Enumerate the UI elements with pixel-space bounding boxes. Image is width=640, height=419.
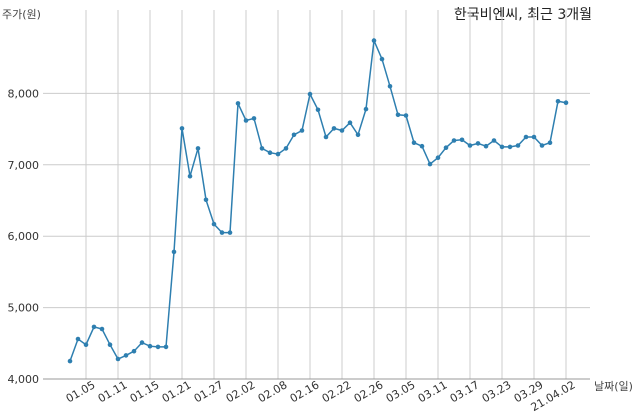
data-point	[411, 140, 417, 145]
data-point	[171, 249, 177, 255]
data-point	[451, 138, 457, 143]
data-point	[467, 143, 473, 148]
data-point	[323, 134, 329, 140]
data-point	[395, 112, 401, 118]
x-tick-label: 01.27	[192, 378, 226, 405]
x-tick-label: 03.23	[480, 378, 514, 405]
data-point	[163, 344, 169, 350]
x-tick-labels: 01.0501.1101.1501.2101.2702.0202.0802.16…	[64, 378, 578, 414]
data-point	[515, 143, 521, 148]
data-point	[267, 150, 273, 155]
data-point	[507, 144, 513, 150]
x-axis-label: 날짜(일)	[594, 380, 633, 393]
x-tick-label: 02.26	[352, 378, 386, 405]
data-point	[107, 342, 113, 348]
data-point	[227, 230, 233, 235]
x-tick-label: 02.16	[288, 378, 322, 405]
data-point	[283, 146, 289, 151]
x-tick-label: 02.08	[256, 378, 290, 405]
data-point	[539, 143, 545, 148]
y-tick-labels: 4,000 5,000 6,000 7,000 8,000	[8, 87, 40, 386]
data-point	[211, 221, 217, 227]
data-point	[83, 342, 89, 348]
x-tick-label: 01.05	[64, 378, 98, 405]
x-tick-label: 03.11	[416, 378, 450, 405]
data-point	[443, 145, 449, 150]
data-point	[379, 56, 385, 62]
x-tick-label: 03.17	[448, 378, 482, 405]
data-point	[123, 353, 129, 358]
y-tick-label: 7,000	[8, 159, 40, 172]
data-point	[131, 348, 137, 354]
data-point	[219, 230, 225, 235]
data-point	[563, 100, 569, 105]
data-point	[243, 118, 249, 123]
data-point	[75, 336, 81, 342]
data-point	[403, 113, 409, 118]
x-tick-label: 01.15	[128, 378, 162, 405]
data-point	[531, 134, 537, 140]
data-point	[99, 326, 105, 332]
data-point	[491, 138, 497, 143]
data-point	[355, 132, 361, 138]
data-point	[523, 134, 529, 140]
data-point	[91, 324, 97, 330]
data-point	[387, 84, 393, 89]
data-point	[459, 137, 465, 143]
y-axis-label: 주가(원)	[2, 8, 41, 21]
data-point	[203, 197, 209, 203]
data-point	[427, 161, 433, 167]
y-tick-label: 6,000	[8, 230, 40, 243]
data-point	[483, 143, 489, 149]
chart-title: 한국비엔씨, 최근 3개월	[453, 7, 592, 23]
data-point	[195, 146, 201, 151]
y-tick-label: 5,000	[8, 302, 40, 315]
x-tick-label: 01.21	[160, 378, 194, 405]
data-point	[363, 106, 369, 112]
data-point	[155, 344, 161, 350]
data-point	[187, 173, 193, 179]
y-tick-label: 4,000	[8, 373, 40, 386]
data-point	[291, 132, 297, 138]
data-point	[547, 140, 553, 145]
data-point	[147, 343, 153, 349]
data-point	[315, 107, 321, 113]
data-point	[475, 141, 481, 146]
data-point	[139, 340, 145, 345]
data-point	[299, 128, 305, 133]
data-point	[435, 155, 441, 160]
x-tick-label: 02.22	[320, 378, 354, 405]
data-point	[339, 128, 345, 133]
data-point	[67, 358, 73, 364]
data-point	[259, 146, 265, 151]
grid-lines	[43, 10, 590, 380]
data-point	[371, 38, 377, 43]
data-point	[235, 101, 241, 106]
data-point	[499, 144, 505, 150]
y-tick-label: 8,000	[8, 87, 40, 100]
series-line	[69, 37, 567, 362]
x-tick-label: 02.02	[224, 378, 258, 405]
data-point	[555, 99, 561, 104]
data-point	[179, 126, 185, 131]
data-point	[115, 356, 121, 362]
x-tick-label: 03.05	[384, 378, 418, 405]
data-point	[347, 120, 353, 125]
data-point	[419, 143, 425, 149]
data-point	[275, 151, 281, 157]
x-tick-label: 01.11	[96, 378, 130, 405]
data-points	[67, 38, 569, 364]
data-point	[307, 91, 313, 97]
data-point	[251, 116, 257, 121]
data-point	[331, 126, 337, 131]
